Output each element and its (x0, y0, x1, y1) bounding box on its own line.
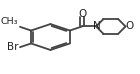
Text: N: N (93, 21, 101, 31)
Text: CH₃: CH₃ (1, 17, 18, 26)
Text: O: O (125, 21, 133, 31)
Text: O: O (78, 9, 86, 18)
Text: Br: Br (7, 42, 18, 52)
